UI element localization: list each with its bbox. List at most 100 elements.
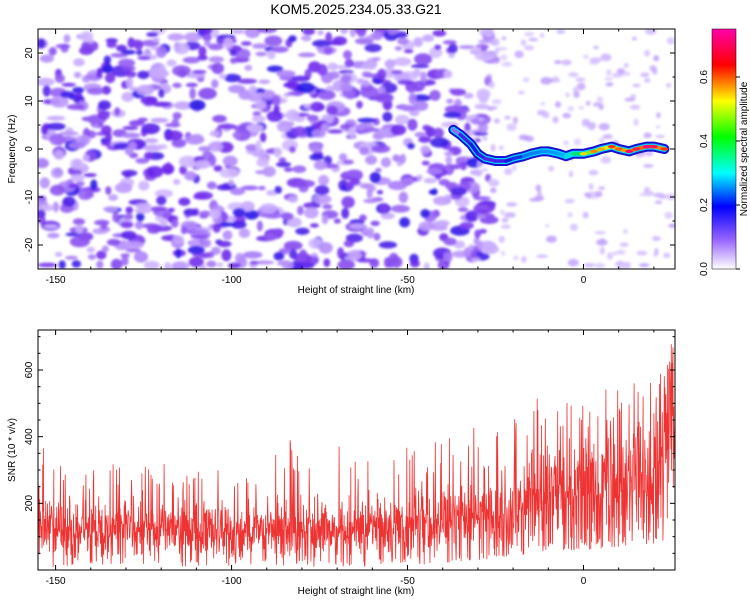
heatmap-blob [434,44,442,50]
heatmap-blob [110,52,128,58]
heatmap-blob [420,209,431,218]
heatmap-blob [137,55,151,61]
heatmap-blob [344,59,354,68]
heatmap-blob [535,184,542,192]
heatmap-blob [276,70,296,78]
top-x-axis-label: Height of straight line (km) [298,285,415,296]
heatmap-blob [72,87,85,94]
heatmap-blob [589,57,602,63]
heatmap-blob [46,122,66,131]
heatmap-blob [281,212,294,221]
heatmap-blob [171,261,190,269]
heatmap-blob [242,251,263,259]
bottom-x-tick-label: -100 [222,576,242,587]
heatmap-blob [283,82,301,87]
heatmap-blob [297,205,304,216]
heatmap-blob [136,49,143,56]
heatmap-blob [596,239,608,246]
heatmap-blob [407,142,415,150]
heatmap-blob [337,247,345,259]
heatmap-blob [477,122,488,134]
heatmap-blob [229,187,246,196]
heatmap-blob [345,181,355,190]
bottom-y-tick-label: 400 [24,428,35,445]
heatmap-blob [349,29,356,38]
heatmap-blob [397,37,409,45]
heatmap-ridge [448,124,670,166]
heatmap-blob [228,84,246,94]
heatmap-blob [289,249,298,260]
heatmap-blob [129,39,144,48]
heatmap-blob [249,260,259,265]
heatmap-blob [655,134,665,139]
heatmap-blob [390,70,403,75]
heatmap-blob [564,198,575,204]
heatmap-blob [136,84,155,96]
heatmap-blob [179,165,188,175]
heatmap-blob [221,249,232,262]
heatmap-blob [209,209,222,219]
heatmap-blob [568,72,579,78]
heatmap-blob [82,154,90,162]
heatmap-blob [302,29,316,36]
heatmap-blob [585,192,592,199]
heatmap-blob [413,37,424,48]
heatmap-blob [288,35,297,43]
heatmap-blob [629,104,641,110]
heatmap-blob [524,135,534,142]
heatmap-blob [498,235,506,243]
heatmap-blob [212,223,221,233]
heatmap-blob [211,246,221,255]
heatmap-blob [399,217,410,228]
heatmap-blob [588,169,599,176]
heatmap-blob [476,240,484,250]
heatmap-blob [569,170,573,178]
heatmap-blob [246,124,264,132]
heatmap-blob [150,117,169,123]
heatmap-blob [422,34,435,42]
heatmap-blob [203,40,212,47]
heatmap-blob [124,213,134,220]
heatmap-blob [54,74,65,83]
heatmap-blob [219,168,240,179]
heatmap-blob [188,256,204,268]
heatmap-blob [299,249,308,260]
figure-title: KOM5.2025.234.05.33.G21 [270,1,442,17]
heatmap-blob [460,161,467,171]
heatmap-blob [512,163,517,172]
heatmap-blob [184,171,197,181]
heatmap-blob [490,187,497,194]
heatmap-blob [348,126,356,139]
heatmap-blob [70,174,85,182]
heatmap-blob [306,114,319,122]
heatmap-blob [317,90,336,100]
heatmap-blob [295,179,316,188]
ridge-peak [649,145,658,149]
heatmap-blob [596,96,604,104]
heatmap-blob [283,240,303,251]
heatmap-blob [251,115,266,123]
heatmap-blob [167,207,175,213]
heatmap-blob [501,61,513,67]
heatmap-blob [237,78,258,84]
ridge-segment [528,149,544,156]
heatmap-blob [513,255,519,261]
heatmap-blob [137,70,150,80]
heatmap-blob [38,158,49,169]
heatmap-blob [121,230,137,240]
snr-series-line [38,344,675,567]
heatmap-blob [266,110,283,122]
heatmap-blob [90,179,98,190]
heatmap-blob [363,198,379,204]
heatmap-blob [143,260,160,269]
heatmap-blob [463,92,474,99]
heatmap-blob [200,238,212,248]
heatmap-blob [73,58,85,67]
ridge-segment [511,154,526,161]
heatmap-blob [65,137,80,141]
heatmap-blob [161,163,175,175]
heatmap-blob [500,224,511,229]
heatmap-blob [39,177,50,189]
colorbar-tick-label: 0.0 [699,262,710,276]
heatmap-blob [255,140,262,152]
